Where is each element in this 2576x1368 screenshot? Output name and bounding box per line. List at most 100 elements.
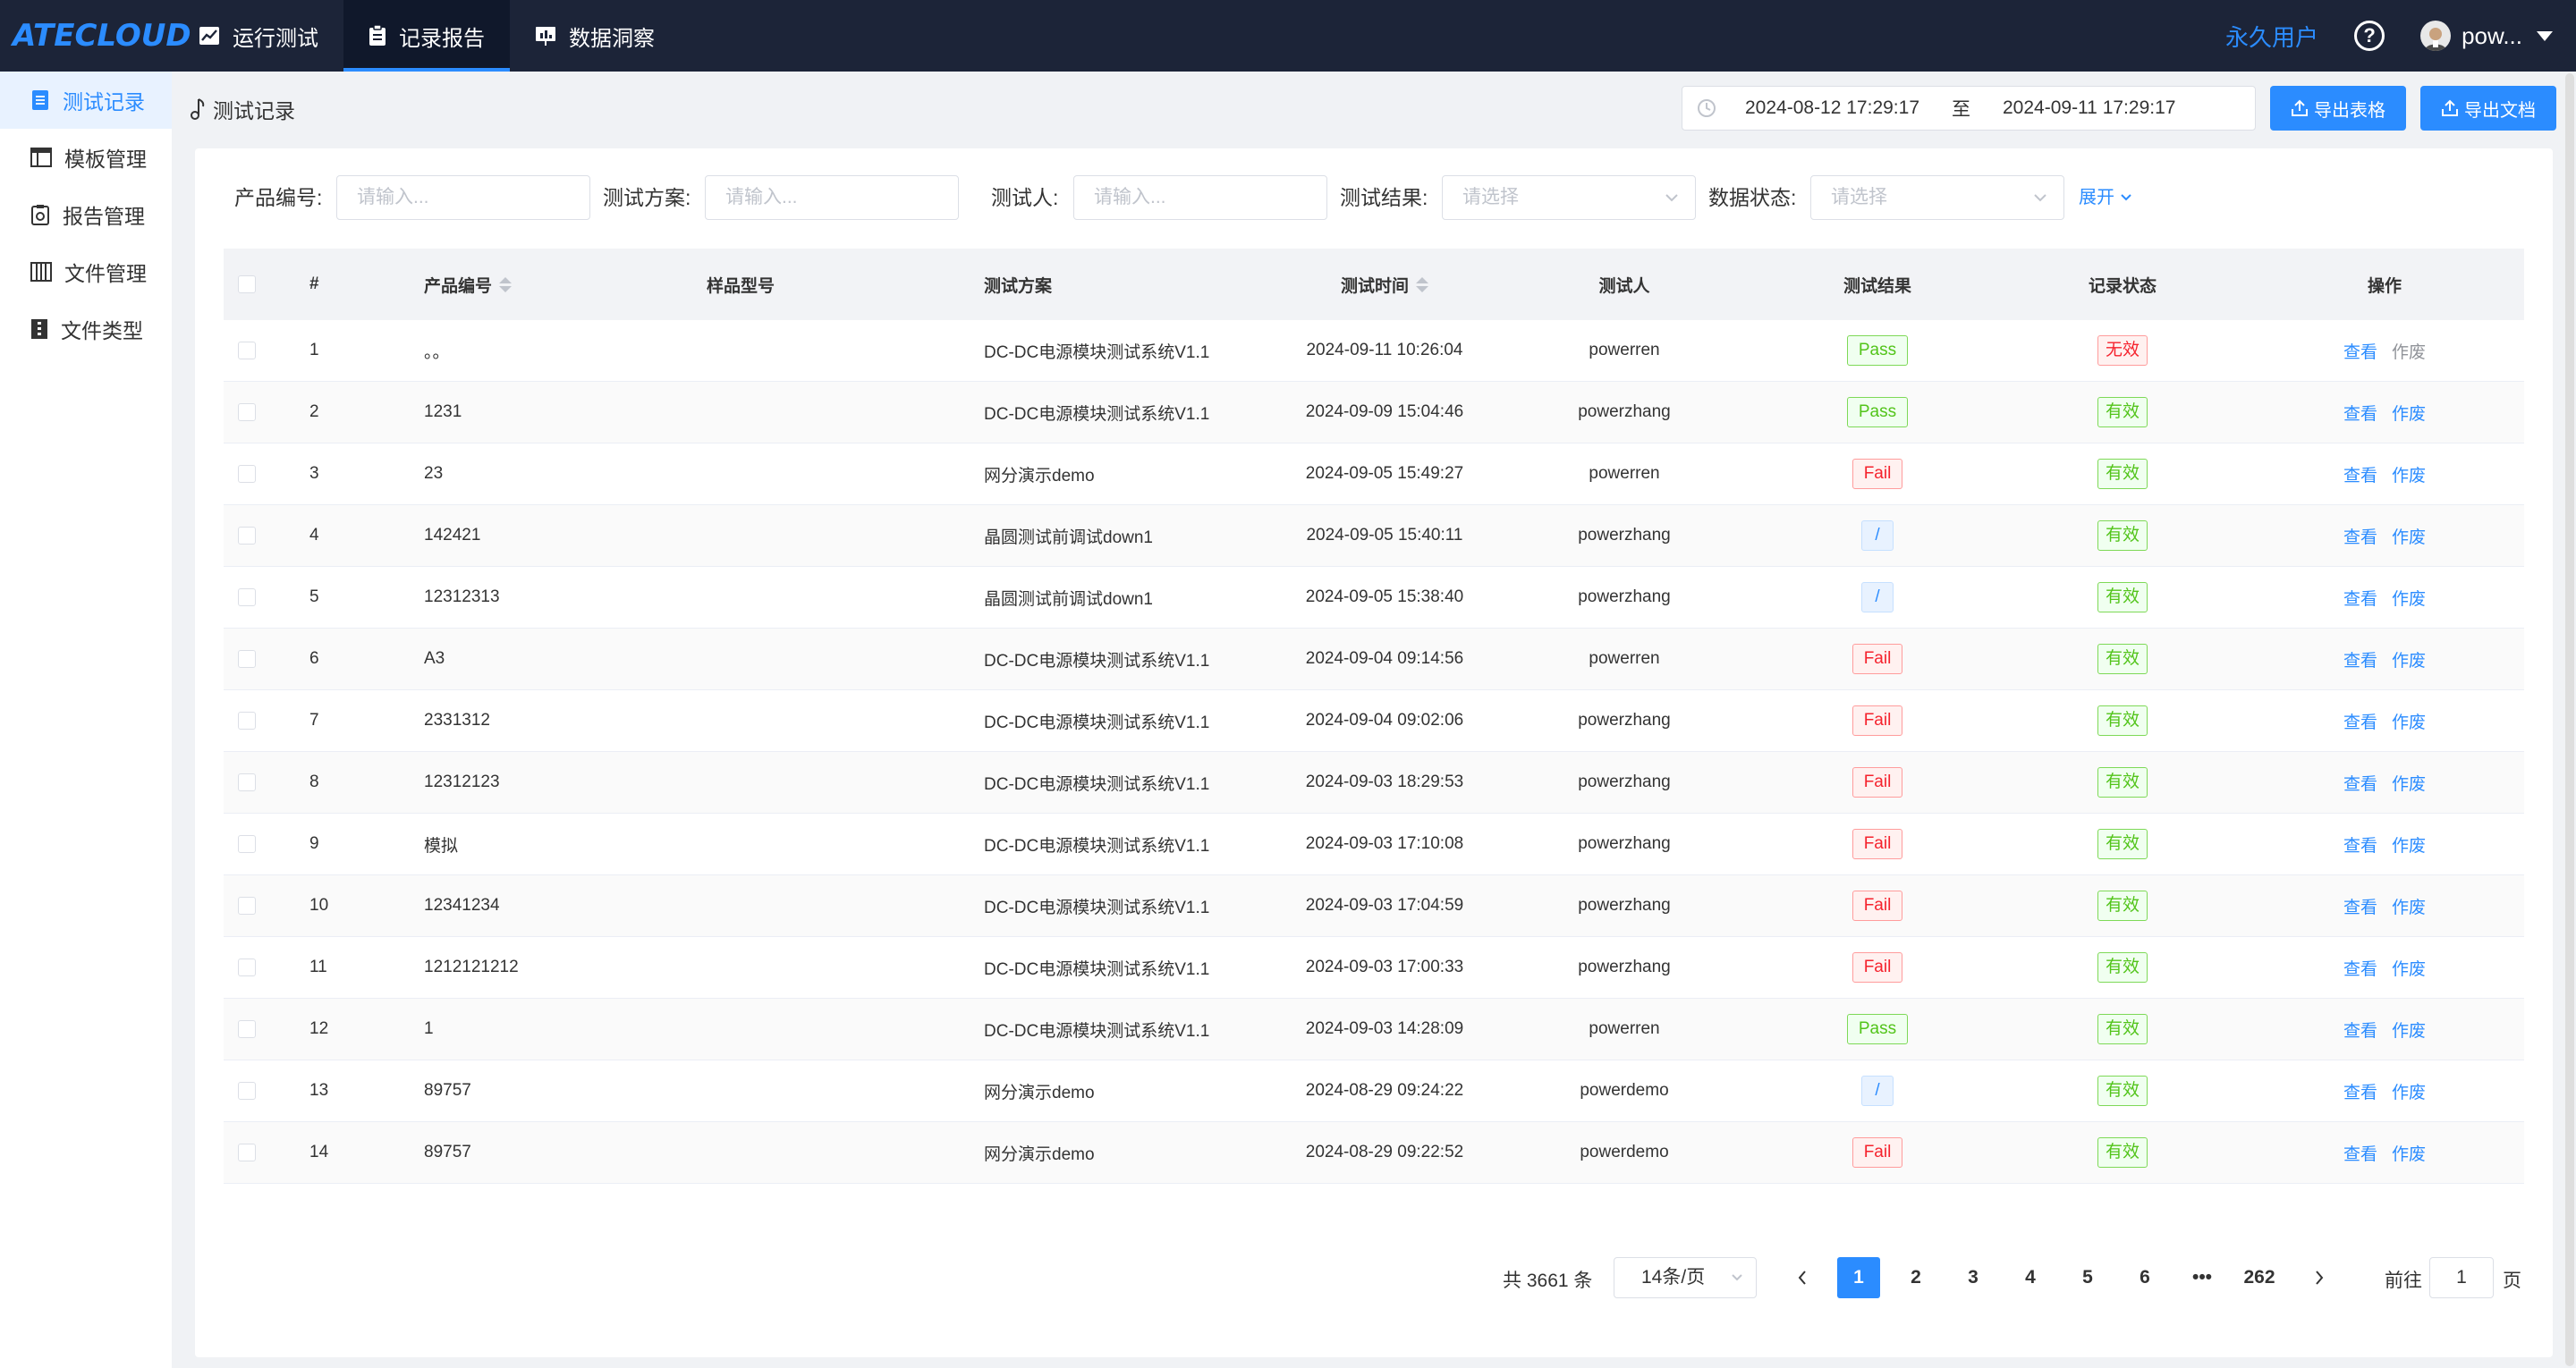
table-row[interactable]: 10 12341234 DC-DC电源模块测试系统V1.1 2024-09-03 17… bbox=[224, 875, 2524, 937]
table-row[interactable]: 13 89757 网分演示demo 2024-08-29 09:24:22 powerd… bbox=[224, 1060, 2524, 1122]
row-checkbox[interactable] bbox=[238, 958, 256, 976]
table-row[interactable]: 1 。。 DC-DC电源模块测试系统V1.1 2024-09-11 10:26:04 p… bbox=[224, 320, 2524, 382]
test-result-select[interactable]: 请选择 bbox=[1442, 175, 1696, 220]
row-checkbox[interactable] bbox=[238, 1020, 256, 1038]
view-link[interactable]: 查看 bbox=[2343, 404, 2377, 424]
tester-input[interactable]: 请输入... bbox=[1073, 175, 1327, 220]
username[interactable]: pow... bbox=[2462, 21, 2522, 49]
table-row[interactable]: 6 A3 DC-DC电源模块测试系统V1.1 2024-09-04 09:14:56 p… bbox=[224, 629, 2524, 690]
page-number[interactable]: 6 bbox=[2140, 1267, 2150, 1288]
view-link[interactable]: 查看 bbox=[2343, 528, 2377, 547]
sidebar-item-template-management[interactable]: 模板管理 bbox=[0, 129, 172, 186]
view-link[interactable]: 查看 bbox=[2343, 651, 2377, 671]
page-number[interactable]: 5 bbox=[2082, 1267, 2093, 1288]
table-row[interactable]: 7 2331312 DC-DC电源模块测试系统V1.1 2024-09-04 09:0… bbox=[224, 690, 2524, 752]
row-checkbox[interactable] bbox=[238, 650, 256, 668]
avatar[interactable] bbox=[2420, 21, 2452, 51]
row-checkbox[interactable] bbox=[238, 403, 256, 421]
view-link[interactable]: 查看 bbox=[2343, 589, 2377, 609]
user-level-link[interactable]: 永久用户 bbox=[2225, 23, 2319, 51]
row-checkbox[interactable] bbox=[238, 1144, 256, 1161]
table-row[interactable]: 12 1 DC-DC电源模块测试系统V1.1 2024-09-03 14:28:09 p… bbox=[224, 999, 2524, 1060]
date-end[interactable]: 2024-09-11 17:29:17 bbox=[2003, 97, 2176, 118]
date-start[interactable]: 2024-08-12 17:29:17 bbox=[1745, 97, 1919, 118]
test-plan-input[interactable]: 请输入... bbox=[705, 175, 959, 220]
void-link[interactable]: 作废 bbox=[2392, 466, 2427, 486]
view-link[interactable]: 查看 bbox=[2343, 836, 2377, 856]
view-link[interactable]: 查看 bbox=[2343, 959, 2377, 979]
table-row[interactable]: 11 1212121212 DC-DC电源模块测试系统V1.1 2024-09-03 … bbox=[224, 937, 2524, 999]
sidebar-item-report-management[interactable]: 报告管理 bbox=[0, 186, 172, 243]
sidebar-item-file-types[interactable]: 文件类型 bbox=[0, 300, 172, 358]
table-row[interactable]: 9 模拟 DC-DC电源模块测试系统V1.1 2024-09-03 17:10:08 p… bbox=[224, 814, 2524, 875]
row-checkbox[interactable] bbox=[238, 588, 256, 606]
page-number[interactable]: 4 bbox=[2025, 1267, 2036, 1288]
expand-filters-button[interactable]: 展开 bbox=[2079, 175, 2132, 220]
table-body: 1 。。 DC-DC电源模块测试系统V1.1 2024-09-11 10:26:04 p… bbox=[224, 320, 2524, 1184]
page-number[interactable]: 2 bbox=[1911, 1267, 1921, 1288]
table-row[interactable]: 2 1231 DC-DC电源模块测试系统V1.1 2024-09-09 15:04:4… bbox=[224, 382, 2524, 443]
view-link[interactable]: 查看 bbox=[2343, 1144, 2377, 1164]
export-table-button[interactable]: 导出表格 bbox=[2270, 86, 2406, 131]
date-range-picker[interactable]: 2024-08-12 17:29:17 至 2024-09-11 17:29:1… bbox=[1682, 86, 2256, 131]
void-link[interactable]: 作废 bbox=[2392, 774, 2427, 794]
page-scrollbar-thumb[interactable] bbox=[2565, 73, 2574, 1366]
row-checkbox[interactable] bbox=[238, 465, 256, 483]
app-logo[interactable]: ATECLOUD bbox=[13, 18, 191, 54]
row-checkbox[interactable] bbox=[238, 342, 256, 359]
table-row[interactable]: 14 89757 网分演示demo 2024-08-29 09:22:52 powerd… bbox=[224, 1122, 2524, 1184]
void-link[interactable]: 作废 bbox=[2392, 1021, 2427, 1041]
next-page-icon[interactable] bbox=[2313, 1268, 2326, 1288]
sidebar-item-test-records[interactable]: 测试记录 bbox=[0, 72, 172, 129]
table-row[interactable]: 4 142421 晶圆测试前调试down1 2024-09-05 15:40:11 po… bbox=[224, 505, 2524, 567]
page-number[interactable]: 1 bbox=[1837, 1257, 1880, 1298]
page-ellipsis[interactable]: ••• bbox=[2191, 1267, 2213, 1288]
sort-icon[interactable] bbox=[499, 276, 513, 292]
void-link[interactable]: 作废 bbox=[2392, 1144, 2427, 1164]
data-state-select[interactable]: 请选择 bbox=[1810, 175, 2064, 220]
sort-icon[interactable] bbox=[1416, 276, 1428, 292]
page-number[interactable]: 262 bbox=[2243, 1267, 2275, 1288]
view-link[interactable]: 查看 bbox=[2343, 898, 2377, 917]
row-checkbox[interactable] bbox=[238, 527, 256, 545]
void-link[interactable]: 作废 bbox=[2392, 836, 2427, 856]
void-link[interactable]: 作废 bbox=[2392, 404, 2427, 424]
view-link[interactable]: 查看 bbox=[2343, 1083, 2377, 1102]
user-menu-caret-icon[interactable] bbox=[2537, 30, 2553, 41]
table-row[interactable]: 5 12312313 晶圆测试前调试down1 2024-09-05 15:38:40… bbox=[224, 567, 2524, 629]
view-link[interactable]: 查看 bbox=[2343, 342, 2377, 362]
void-link[interactable]: 作废 bbox=[2392, 1083, 2427, 1102]
nav-tab-data-insight[interactable]: 数据洞察 bbox=[510, 0, 680, 72]
void-link[interactable]: 作废 bbox=[2392, 713, 2427, 732]
table-row[interactable]: 3 23 网分演示demo 2024-09-05 15:49:27 powerren Fa… bbox=[224, 443, 2524, 505]
void-link[interactable]: 作废 bbox=[2392, 528, 2427, 547]
product-code-input[interactable]: 请输入... bbox=[336, 175, 590, 220]
void-link[interactable]: 作废 bbox=[2392, 589, 2427, 609]
void-link[interactable]: 作废 bbox=[2392, 342, 2427, 362]
select-all-checkbox[interactable] bbox=[238, 275, 256, 293]
row-checkbox[interactable] bbox=[238, 1082, 256, 1100]
prev-page-icon[interactable] bbox=[1796, 1268, 1809, 1288]
goto-page-input[interactable]: 1 bbox=[2429, 1257, 2494, 1298]
page-size-select[interactable]: 14条/页 bbox=[1614, 1257, 1757, 1298]
help-icon[interactable]: ? bbox=[2354, 21, 2385, 51]
nav-tab-record-report[interactable]: 记录报告 bbox=[343, 0, 510, 72]
void-link[interactable]: 作废 bbox=[2392, 898, 2427, 917]
view-link[interactable]: 查看 bbox=[2343, 713, 2377, 732]
header-product-code[interactable]: 产品编号 bbox=[424, 273, 707, 297]
header-test-time[interactable]: 测试时间 bbox=[1275, 273, 1494, 297]
view-link[interactable]: 查看 bbox=[2343, 774, 2377, 794]
nav-tab-run-test[interactable]: 运行测试 bbox=[174, 0, 343, 72]
row-checkbox[interactable] bbox=[238, 897, 256, 915]
void-link[interactable]: 作废 bbox=[2392, 959, 2427, 979]
view-link[interactable]: 查看 bbox=[2343, 466, 2377, 486]
row-checkbox[interactable] bbox=[238, 712, 256, 730]
sidebar-item-file-management[interactable]: 文件管理 bbox=[0, 243, 172, 300]
row-checkbox[interactable] bbox=[238, 835, 256, 853]
table-row[interactable]: 8 12312123 DC-DC电源模块测试系统V1.1 2024-09-03 18:… bbox=[224, 752, 2524, 814]
void-link[interactable]: 作废 bbox=[2392, 651, 2427, 671]
page-number[interactable]: 3 bbox=[1968, 1267, 1979, 1288]
export-doc-button[interactable]: 导出文档 bbox=[2420, 86, 2556, 131]
row-checkbox[interactable] bbox=[238, 773, 256, 791]
view-link[interactable]: 查看 bbox=[2343, 1021, 2377, 1041]
